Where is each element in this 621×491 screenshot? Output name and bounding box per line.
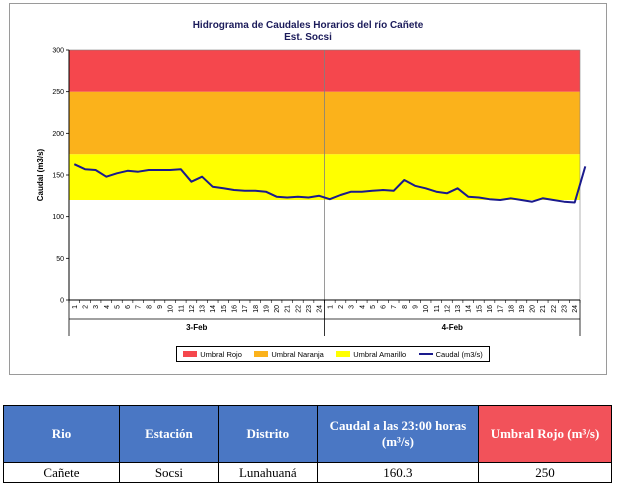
legend-swatch-caudal — [418, 353, 433, 355]
x-tick-label: 18 — [253, 305, 260, 313]
x-tick-label: 19 — [263, 305, 270, 313]
header-umbral-rojo: Umbral Rojo (m³/s) — [478, 405, 612, 463]
legend-label-amarillo: Umbral Amarillo — [353, 349, 407, 359]
x-tick-label: 6 — [125, 305, 132, 309]
x-tick-label: 17 — [498, 305, 505, 313]
legend-caudal: Caudal (m3/s) — [418, 349, 483, 359]
y-tick-label: 300 — [52, 48, 64, 55]
x-tick-label: 22 — [551, 305, 558, 313]
x-tick-label: 11 — [434, 305, 441, 312]
y-tick-label: 0 — [60, 298, 64, 305]
x-tick-label: 4 — [359, 305, 366, 309]
x-tick-label: 8 — [402, 305, 409, 309]
x-tick-label: 1 — [327, 305, 334, 309]
header-distrito: Distrito — [217, 405, 318, 463]
x-tick-label: 24 — [317, 305, 324, 313]
legend-swatch-rojo — [183, 351, 198, 357]
y-tick-label: 50 — [56, 256, 64, 263]
date-label: 4-Feb — [442, 323, 463, 332]
cell-distrito: Lunahuaná — [217, 462, 318, 483]
legend-label-caudal: Caudal (m3/s) — [435, 349, 483, 359]
header-rio: Rio — [3, 405, 120, 463]
x-tick-label: 9 — [412, 305, 419, 309]
legend-umbral-naranja: Umbral Naranja — [254, 350, 324, 359]
x-tick-label: 5 — [370, 305, 377, 309]
x-tick-label: 2 — [82, 305, 89, 309]
x-tick-label: 10 — [423, 305, 430, 313]
legend-umbral-amarillo: Umbral Amarillo — [336, 350, 406, 359]
x-tick-label: 17 — [242, 305, 249, 313]
x-tick-label: 18 — [508, 305, 515, 313]
cell-caudal: 160.3 — [316, 462, 480, 483]
y-tick-label: 250 — [52, 89, 64, 96]
table-header-row: Rio Estación Distrito Caudal a las 23:00… — [3, 405, 612, 463]
chart-subtitle: Est. Socsi — [284, 32, 332, 43]
x-tick-label: 6 — [381, 305, 388, 309]
x-tick-label: 12 — [189, 305, 196, 313]
cell-estacion: Socsi — [118, 462, 219, 483]
x-tick-label: 23 — [562, 305, 569, 313]
x-tick-label: 13 — [200, 305, 207, 313]
x-tick-label: 7 — [136, 305, 143, 309]
x-tick-label: 21 — [285, 305, 292, 313]
y-tick-label: 200 — [52, 131, 64, 138]
x-tick-label: 22 — [295, 305, 302, 313]
chart-legend: Umbral Rojo Umbral Naranja Umbral Amaril… — [176, 346, 490, 362]
x-tick-label: 3 — [93, 305, 100, 309]
x-tick-label: 16 — [232, 305, 239, 313]
x-tick-label: 15 — [476, 305, 483, 313]
x-tick-label: 10 — [168, 305, 175, 313]
legend-label-rojo: Umbral Rojo — [200, 349, 242, 359]
legend-swatch-amarillo — [336, 351, 351, 357]
header-caudal: Caudal a las 23:00 horas (m³/s) — [316, 405, 480, 463]
station-table: Rio Estación Distrito Caudal a las 23:00… — [3, 405, 612, 483]
x-tick-label: 14 — [210, 305, 217, 313]
x-tick-label: 24 — [572, 305, 579, 313]
x-tick-label: 23 — [306, 305, 313, 313]
x-tick-label: 4 — [104, 305, 111, 309]
x-tick-label: 8 — [146, 305, 153, 309]
x-tick-label: 5 — [114, 305, 121, 309]
x-tick-label: 3 — [349, 305, 356, 309]
x-tick-label: 20 — [274, 305, 281, 313]
cell-umbral-rojo: 250 — [478, 462, 612, 483]
x-tick-label: 19 — [519, 305, 526, 313]
x-tick-label: 11 — [178, 305, 185, 312]
y-axis-label: Caudal (m3/s) — [36, 148, 45, 201]
chart-title: Hidrograma de Caudales Horarios del río … — [192, 20, 424, 31]
cell-rio: Cañete — [3, 462, 120, 483]
y-tick-label: 100 — [52, 214, 64, 221]
x-tick-label: 15 — [221, 305, 228, 313]
x-tick-label: 12 — [444, 305, 451, 313]
x-tick-label: 20 — [530, 305, 537, 313]
caudal-series-line — [73, 163, 587, 204]
x-tick-label: 13 — [455, 305, 462, 313]
x-tick-label: 16 — [487, 305, 494, 313]
x-tick-label: 21 — [540, 305, 547, 313]
date-label: 3-Feb — [186, 323, 207, 332]
legend-label-naranja: Umbral Naranja — [271, 349, 324, 359]
header-estacion: Estación — [118, 405, 219, 463]
legend-umbral-rojo: Umbral Rojo — [183, 350, 242, 359]
table-row: Cañete Socsi Lunahuaná 160.3 250 — [3, 462, 612, 483]
x-tick-label: 1 — [72, 305, 79, 309]
x-tick-label: 14 — [466, 305, 473, 313]
legend-swatch-naranja — [254, 351, 269, 357]
x-tick-label: 7 — [391, 305, 398, 309]
chart-frame: Hidrograma de Caudales Horarios del río … — [9, 3, 607, 375]
x-tick-label: 9 — [157, 305, 164, 309]
y-tick-label: 150 — [52, 173, 64, 180]
x-tick-label: 2 — [338, 305, 345, 309]
